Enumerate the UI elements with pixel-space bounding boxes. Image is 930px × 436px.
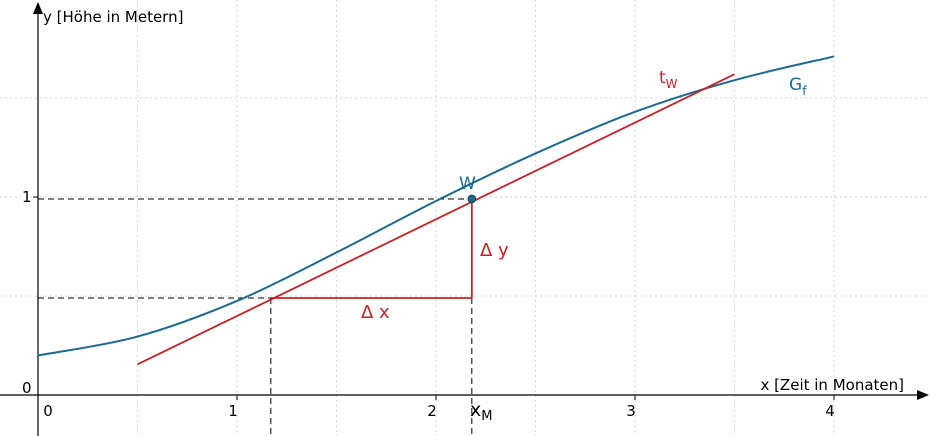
x-m-main: x <box>470 399 481 421</box>
origin-label: 0 <box>22 379 32 397</box>
tick-labels: 0 1 2 3 4 1 <box>22 188 835 420</box>
delta-x-label: Δ x <box>361 302 390 323</box>
graph-label: Gf <box>789 75 807 98</box>
graph-label-main: G <box>789 75 802 95</box>
x-axis-arrow-icon <box>917 390 929 400</box>
tangent-label-main: t <box>659 68 666 88</box>
dashed-helper-lines <box>38 198 473 436</box>
x-m-subscript: M <box>481 409 492 424</box>
x-tick-label: 2 <box>427 402 437 420</box>
x-tick-label: 1 <box>228 402 238 420</box>
x-tick-label: 3 <box>626 402 636 420</box>
y-axis-arrow-icon <box>33 2 43 14</box>
x-tick-label: 4 <box>825 402 835 420</box>
graph-label-subscript: f <box>802 84 807 98</box>
x-tick-label: 0 <box>43 402 53 420</box>
x-m-label: xM <box>470 399 492 424</box>
y-axis-label: y [Höhe in Metern] <box>43 8 183 26</box>
x-axis-label: x [Zeit in Monaten] <box>760 376 904 394</box>
axis-ticks <box>33 196 835 400</box>
tangent-label: tW <box>659 68 678 91</box>
tangent-line <box>137 73 735 366</box>
point-w-label: W <box>459 174 476 194</box>
point-w <box>467 194 477 204</box>
y-tick-label: 1 <box>22 188 32 206</box>
tangent-label-subscript: W <box>666 77 678 91</box>
delta-y-label: Δ y <box>480 240 509 261</box>
